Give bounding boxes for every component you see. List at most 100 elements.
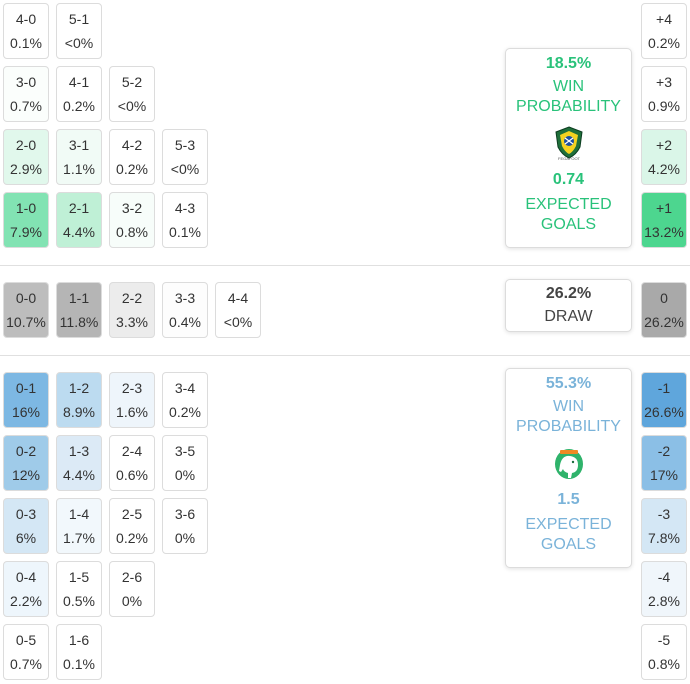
- score-label: 1-1: [68, 290, 90, 306]
- margin-cell: -4 2.8%: [641, 561, 687, 617]
- score-cell: 0-3 6%: [3, 498, 49, 554]
- score-label: 1-4: [68, 506, 90, 522]
- score-cell: 3-6 0%: [162, 498, 208, 554]
- score-cell: 2-4 0.6%: [109, 435, 155, 491]
- score-probability: <0%: [117, 98, 147, 114]
- score-probability: 0.2%: [116, 161, 148, 177]
- score-label: 4-1: [68, 74, 90, 90]
- expected-goals-label: EXPECTED: [525, 196, 612, 213]
- win-probability-label: WIN: [552, 78, 585, 95]
- score-cell: 0-4 2.2%: [3, 561, 49, 617]
- score-label: 3-2: [121, 200, 143, 216]
- margin-cell: -3 7.8%: [641, 498, 687, 554]
- score-cell: 3-5 0%: [162, 435, 208, 491]
- score-probability: 1.6%: [116, 404, 148, 420]
- margin-cell: -1 26.6%: [641, 372, 687, 428]
- score-probability: <0%: [64, 35, 94, 51]
- score-probability: <0%: [170, 161, 200, 177]
- score-label: 3-6: [174, 506, 196, 522]
- score-label: 0-5: [15, 632, 37, 648]
- away-win-probability: 55.3%: [545, 375, 592, 392]
- score-probability: 0.7%: [10, 656, 42, 672]
- score-cell: 0-0 10.7%: [3, 282, 49, 338]
- score-probability: 0.7%: [10, 98, 42, 114]
- score-label: 1-2: [68, 380, 90, 396]
- score-cell: 2-1 4.4%: [56, 192, 102, 248]
- margin-probability: 0.9%: [648, 98, 680, 114]
- score-cell: 1-4 1.7%: [56, 498, 102, 554]
- score-cell: 2-3 1.6%: [109, 372, 155, 428]
- fegafoot-crest-icon: FEGAFOOT: [554, 126, 583, 161]
- margin-label: -5: [657, 632, 671, 648]
- expected-goals-label: GOALS: [540, 536, 597, 553]
- score-cell: 2-2 3.3%: [109, 282, 155, 338]
- score-label: 2-4: [121, 443, 143, 459]
- score-cell: 5-1 <0%: [56, 3, 102, 59]
- score-label: 2-0: [15, 137, 37, 153]
- score-label: 2-3: [121, 380, 143, 396]
- draw-card: 26.2% DRAW: [505, 279, 632, 332]
- margin-probability: 0.2%: [648, 35, 680, 51]
- draw-probability: 26.2%: [545, 284, 592, 302]
- margin-label: -4: [657, 569, 671, 585]
- score-cell: 1-3 4.4%: [56, 435, 102, 491]
- score-label: 4-4: [227, 290, 249, 306]
- score-label: 0-3: [15, 506, 37, 522]
- score-label: 1-6: [68, 632, 90, 648]
- win-probability-label: PROBABILITY: [516, 98, 621, 115]
- score-probability: 0.1%: [63, 656, 95, 672]
- away-expected-goals: 1.5: [557, 491, 580, 508]
- score-cell: 1-5 0.5%: [56, 561, 102, 617]
- score-cell: 4-4 <0%: [215, 282, 261, 338]
- margin-label: -3: [657, 506, 671, 522]
- score-label: 0-0: [15, 290, 37, 306]
- score-cell: 3-1 1.1%: [56, 129, 102, 185]
- score-cell: 3-0 0.7%: [3, 66, 49, 122]
- score-probability: 0.6%: [116, 467, 148, 483]
- score-probability: 0.8%: [116, 224, 148, 240]
- score-cell: 3-3 0.4%: [162, 282, 208, 338]
- score-probability: 0%: [121, 593, 143, 609]
- score-cell: 0-1 16%: [3, 372, 49, 428]
- margin-cell: +4 0.2%: [641, 3, 687, 59]
- margin-cell: 0 26.2%: [641, 282, 687, 338]
- score-label: 3-1: [68, 137, 90, 153]
- margin-cell: +3 0.9%: [641, 66, 687, 122]
- score-probability: 0%: [174, 530, 196, 546]
- score-label: 3-0: [15, 74, 37, 90]
- score-cell: 2-6 0%: [109, 561, 155, 617]
- score-label: 0-2: [15, 443, 37, 459]
- score-label: 4-2: [121, 137, 143, 153]
- score-cell: 1-0 7.9%: [3, 192, 49, 248]
- score-probability: 8.9%: [63, 404, 95, 420]
- expected-goals-label: GOALS: [540, 216, 597, 233]
- score-label: 5-3: [174, 137, 196, 153]
- score-probability: 1.7%: [63, 530, 95, 546]
- margin-cell: -2 17%: [641, 435, 687, 491]
- home-expected-goals: 0.74: [552, 171, 585, 188]
- margin-label: +2: [656, 137, 672, 153]
- margin-label: -2: [657, 443, 671, 459]
- score-probability: 0.4%: [169, 314, 201, 330]
- score-cell: 1-1 11.8%: [56, 282, 102, 338]
- score-cell: 3-2 0.8%: [109, 192, 155, 248]
- score-cell: 0-2 12%: [3, 435, 49, 491]
- score-cell: 2-0 2.9%: [3, 129, 49, 185]
- score-cell: 5-3 <0%: [162, 129, 208, 185]
- score-label: 0-1: [15, 380, 37, 396]
- score-probability: 0.1%: [169, 224, 201, 240]
- elephant-crest-icon: [554, 449, 583, 479]
- score-probability: 2.2%: [10, 593, 42, 609]
- home-win-probability: 18.5%: [545, 55, 592, 72]
- score-label: 3-5: [174, 443, 196, 459]
- score-label: 1-3: [68, 443, 90, 459]
- margin-label: +3: [656, 74, 672, 90]
- margin-probability: 17%: [649, 467, 679, 483]
- score-label: 5-2: [121, 74, 143, 90]
- score-label: 1-5: [68, 569, 90, 585]
- margin-cell: -5 0.8%: [641, 624, 687, 680]
- margin-probability: 26.2%: [644, 314, 684, 330]
- margin-cell: +2 4.2%: [641, 129, 687, 185]
- margin-probability: 26.6%: [644, 404, 684, 420]
- score-cell: 1-2 8.9%: [56, 372, 102, 428]
